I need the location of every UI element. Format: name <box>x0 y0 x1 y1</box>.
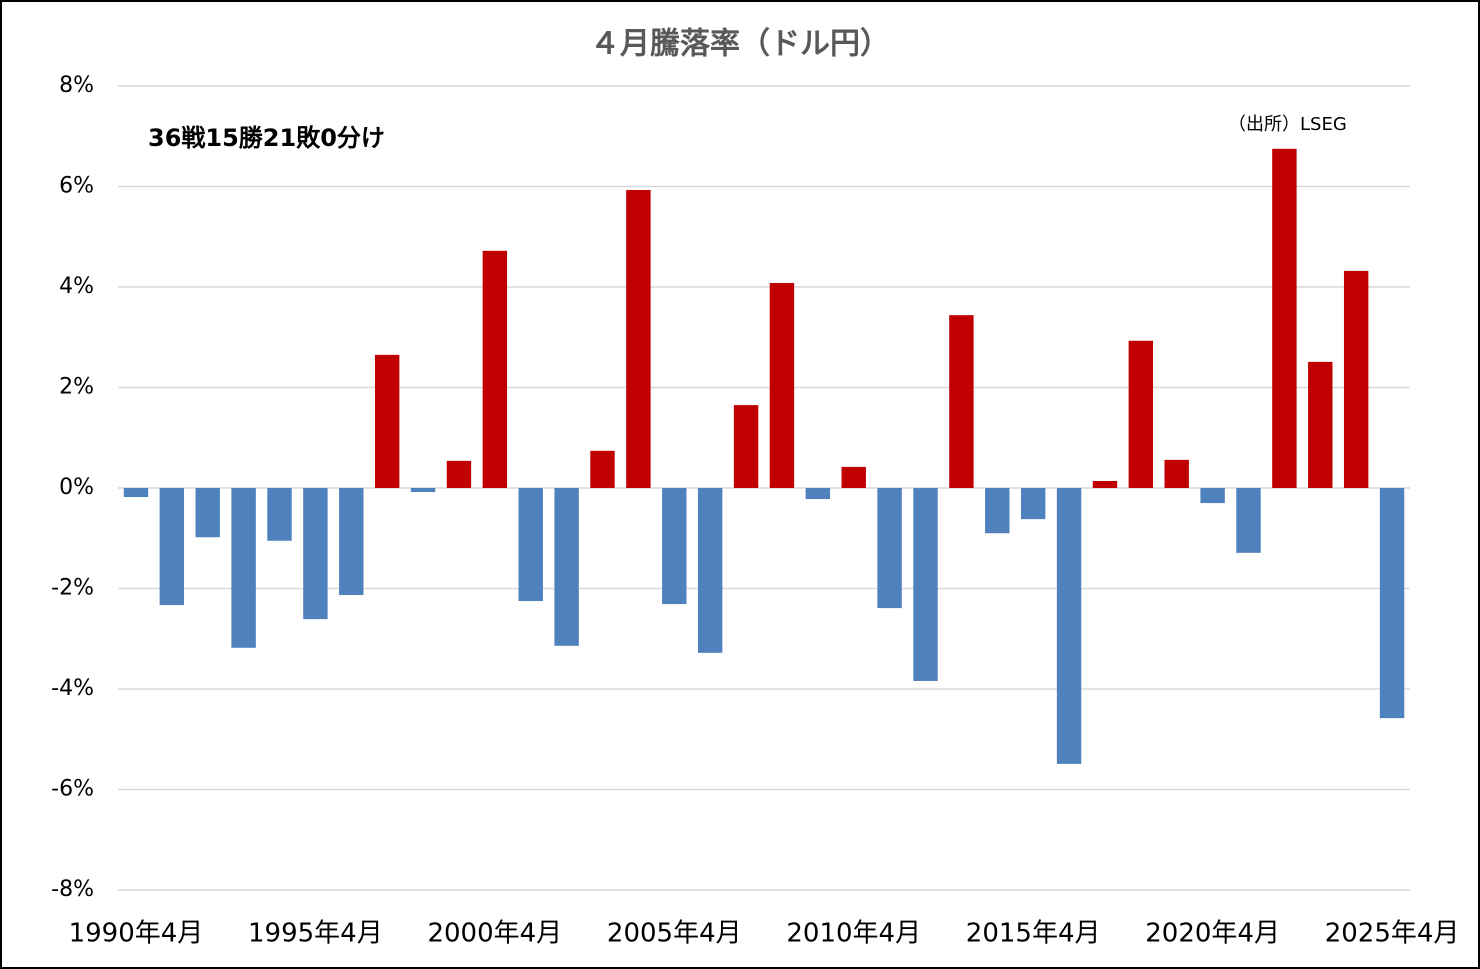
bar <box>590 450 615 488</box>
bar <box>626 190 651 488</box>
bar <box>1379 488 1405 719</box>
bar <box>1056 488 1082 764</box>
bar <box>1308 361 1333 488</box>
bar <box>482 250 508 488</box>
annotation: 36戦15勝21敗0分け <box>148 124 385 152</box>
bar <box>1272 148 1297 488</box>
y-tick-label: 6% <box>59 174 94 199</box>
bar <box>195 488 220 538</box>
bar <box>1020 488 1046 520</box>
bar <box>733 405 759 488</box>
bar <box>877 488 902 609</box>
bar <box>1343 270 1369 488</box>
y-tick-label: -2% <box>51 576 94 601</box>
y-tick-label: -4% <box>51 676 94 701</box>
bar <box>949 315 974 488</box>
bar <box>1236 488 1261 553</box>
x-tick-label: 2025年4月 <box>1325 919 1460 949</box>
chart-title: ４月騰落率（ドル円） <box>590 27 890 62</box>
y-tick-label: 8% <box>59 73 94 98</box>
y-tick-label: 4% <box>59 274 94 299</box>
bar <box>303 488 328 620</box>
bar <box>805 488 831 500</box>
bar <box>123 488 149 498</box>
bar <box>554 488 579 646</box>
x-tick-label: 2015年4月 <box>966 919 1101 949</box>
x-tick-label: 2020年4月 <box>1145 919 1280 949</box>
bar <box>1200 488 1225 504</box>
bar <box>339 488 364 596</box>
bar <box>159 488 185 606</box>
x-tick-label: 1995年4月 <box>248 919 383 949</box>
y-tick-label: -6% <box>51 777 94 802</box>
bar <box>446 460 472 488</box>
bar <box>769 282 795 488</box>
bar <box>518 488 543 602</box>
x-tick-label: 2005年4月 <box>607 919 742 949</box>
bar <box>1164 459 1189 488</box>
bar <box>985 488 1010 534</box>
bar <box>662 488 687 605</box>
bar <box>841 466 866 488</box>
bar <box>231 488 256 648</box>
bar <box>697 488 723 653</box>
bar <box>267 488 292 541</box>
annotation: （出所）LSEG <box>1228 114 1347 135</box>
y-tick-label: 2% <box>59 375 94 400</box>
bar <box>1092 480 1118 488</box>
x-tick-label: 1990年4月 <box>69 919 204 949</box>
x-tick-label: 2010年4月 <box>786 919 921 949</box>
bar <box>374 354 400 488</box>
bar <box>913 488 938 681</box>
y-tick-label: -8% <box>51 877 94 902</box>
bar <box>1128 340 1154 488</box>
x-tick-label: 2000年4月 <box>427 919 562 949</box>
bar <box>410 488 436 493</box>
y-tick-label: 0% <box>59 475 94 500</box>
